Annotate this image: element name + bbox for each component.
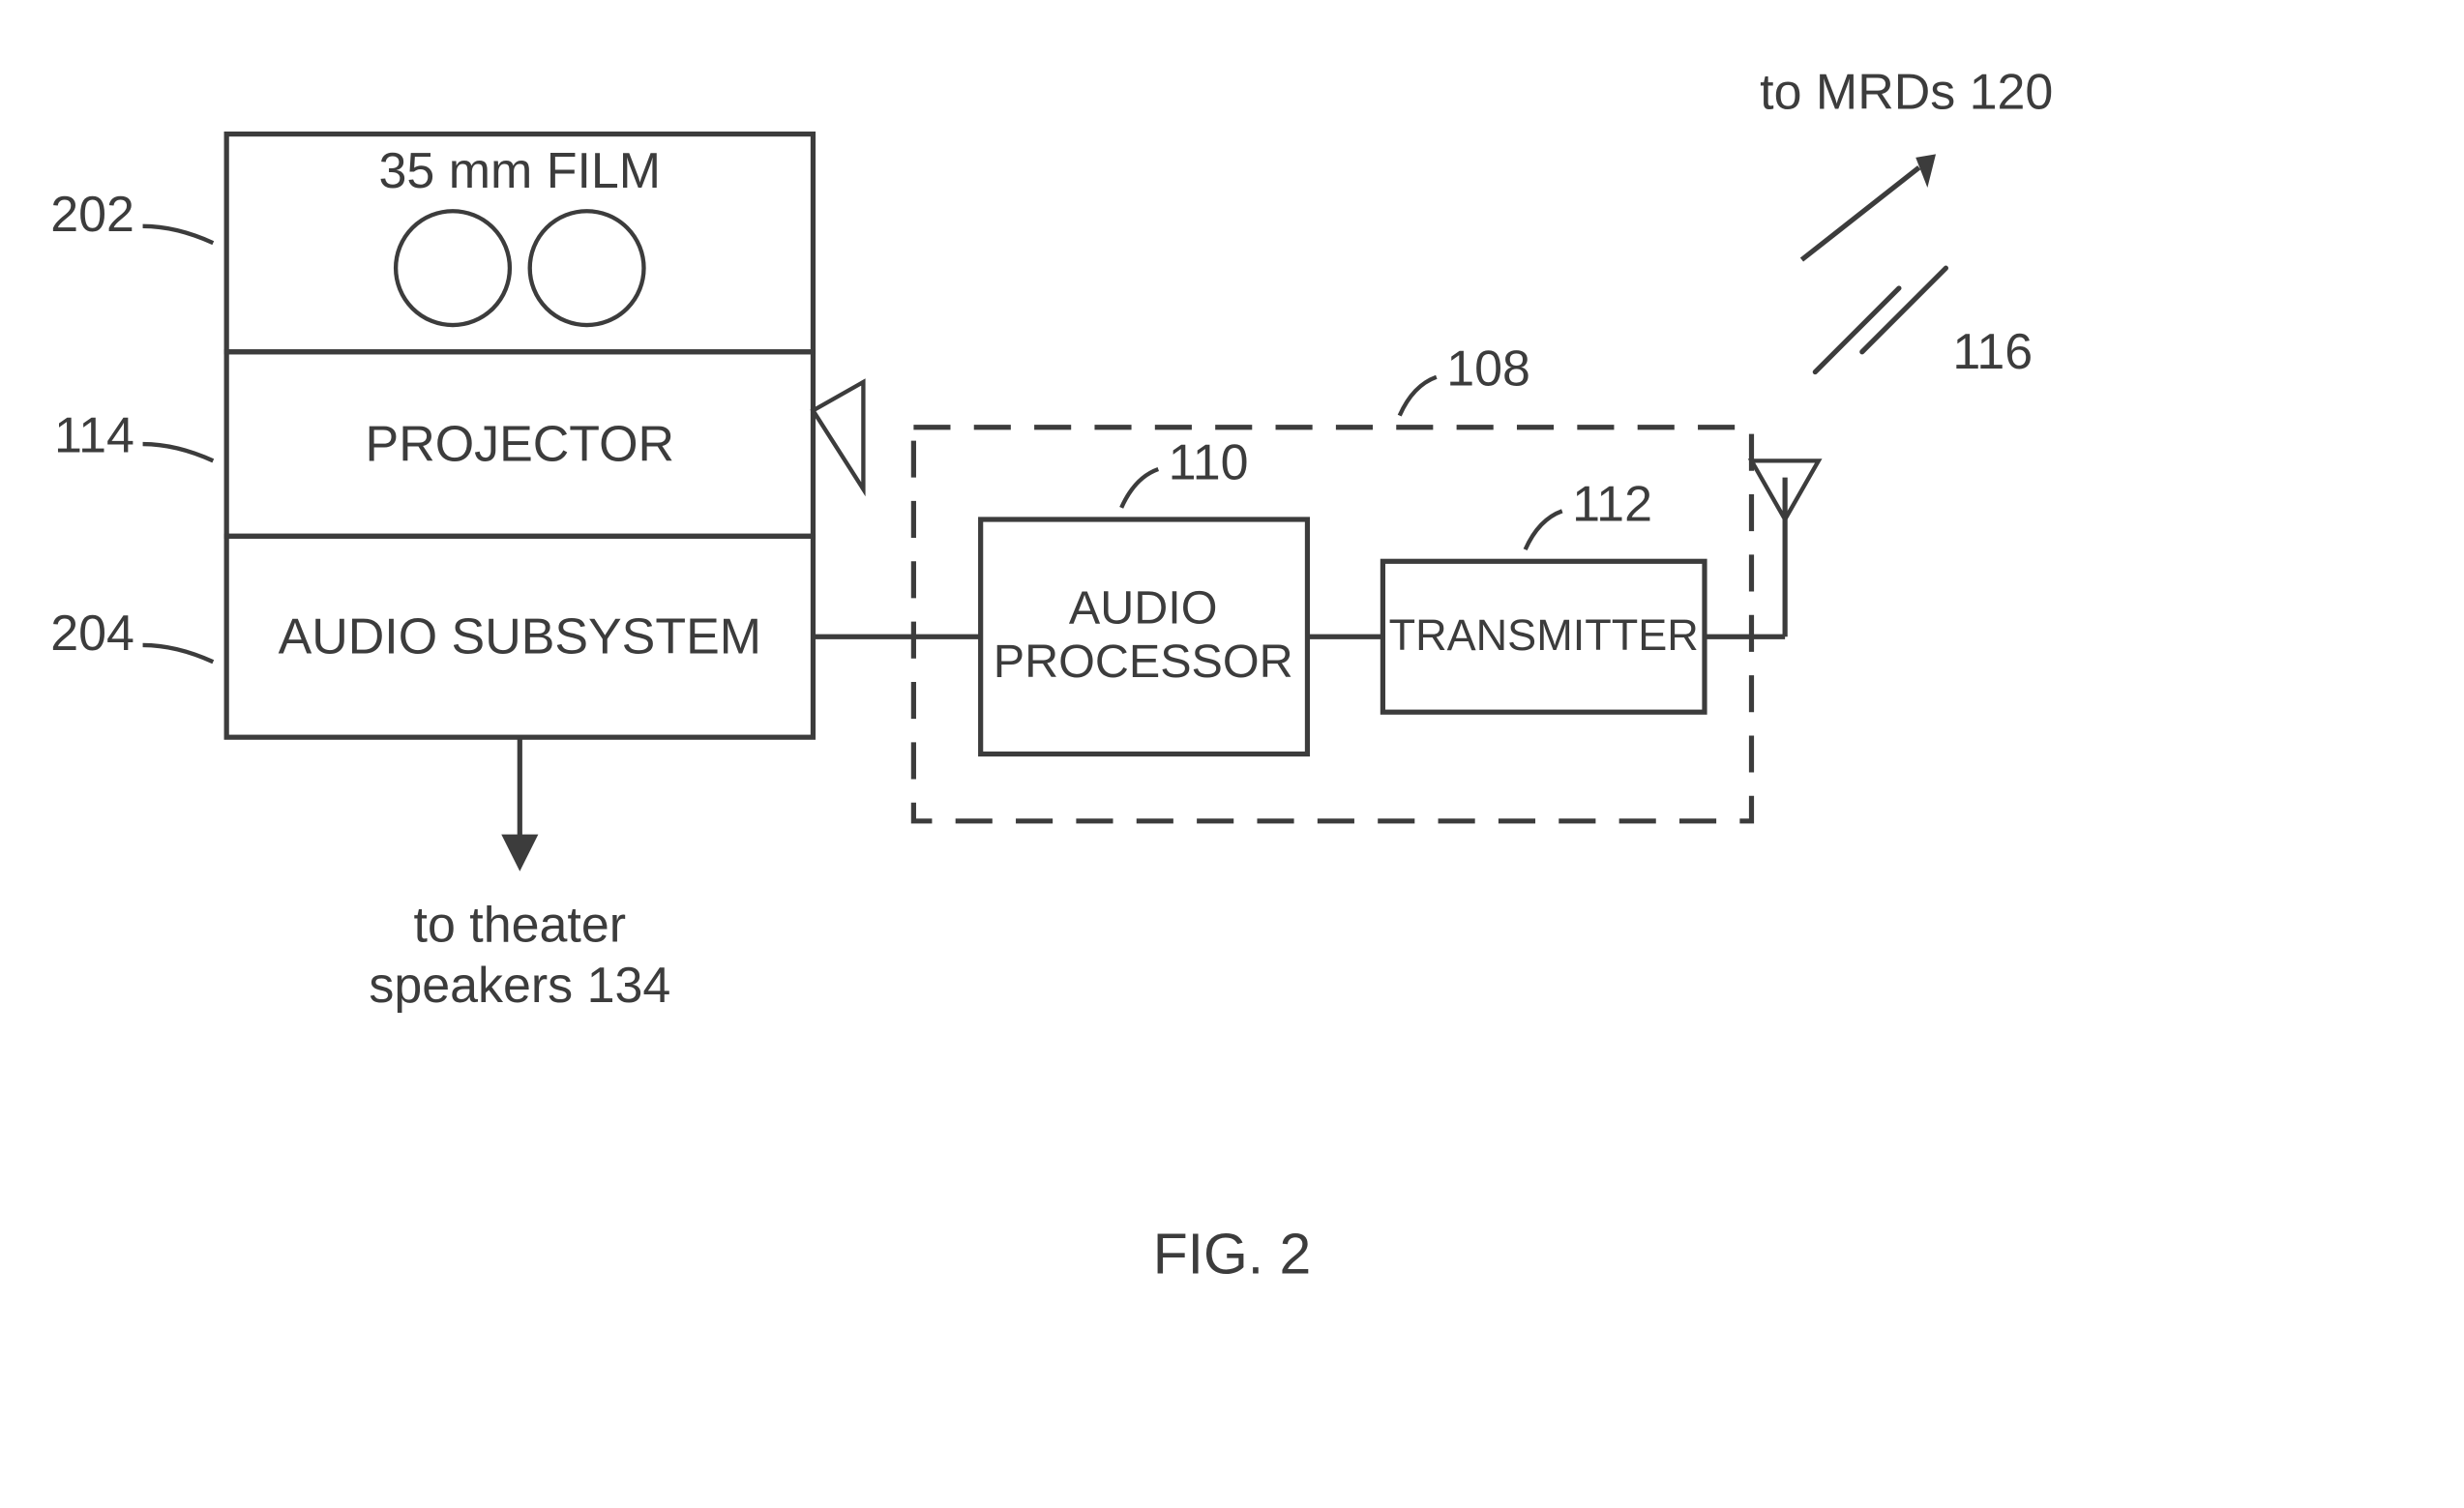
rack: 35 mm FILM PROJECTOR AUDIO SUBSYSTEM: [226, 134, 863, 738]
antenna-icon: [1751, 460, 1818, 636]
speakers-label-2: speakers 134: [369, 958, 670, 1014]
ref-116-text: 116: [1952, 324, 2033, 380]
speakers-arrow: to theater speakers 134: [369, 737, 670, 1014]
ref-110: 110: [1121, 434, 1248, 507]
ref-114-text: 114: [54, 408, 134, 464]
lens-icon: [813, 382, 863, 489]
ref-114: 114: [54, 408, 213, 464]
reel-right: [530, 211, 644, 325]
projector-label: PROJECTOR: [366, 416, 674, 472]
ref-204: 204: [50, 606, 213, 662]
audio-processor-label-2: PROCESSOR: [994, 636, 1293, 688]
film-label: 35 mm FILM: [379, 143, 662, 199]
ref-108: 108: [1400, 340, 1530, 415]
ref-110-text: 110: [1169, 434, 1249, 490]
ref-112-text: 112: [1572, 477, 1652, 533]
speakers-label-1: to theater: [414, 898, 627, 954]
ref-112: 112: [1526, 477, 1652, 549]
signal-arrow: [1801, 154, 1936, 259]
ref-202: 202: [50, 187, 213, 243]
audio-processor-label-1: AUDIO: [1069, 581, 1218, 634]
ref-108-text: 108: [1446, 340, 1530, 397]
transmitter-label: TRANSMITTER: [1389, 610, 1699, 660]
figure-caption: FIG. 2: [1153, 1223, 1312, 1286]
audio-subsystem-label: AUDIO SUBSYSTEM: [279, 609, 761, 665]
mrds-label: to MRDs 120: [1760, 65, 2053, 121]
ref-202-text: 202: [50, 187, 134, 243]
reel-left: [396, 211, 510, 325]
signal-bolt: [1815, 268, 1945, 371]
figure-svg: 35 mm FILM PROJECTOR AUDIO SUBSYSTEM 202…: [0, 0, 2464, 1508]
ref-204-text: 204: [50, 606, 134, 662]
